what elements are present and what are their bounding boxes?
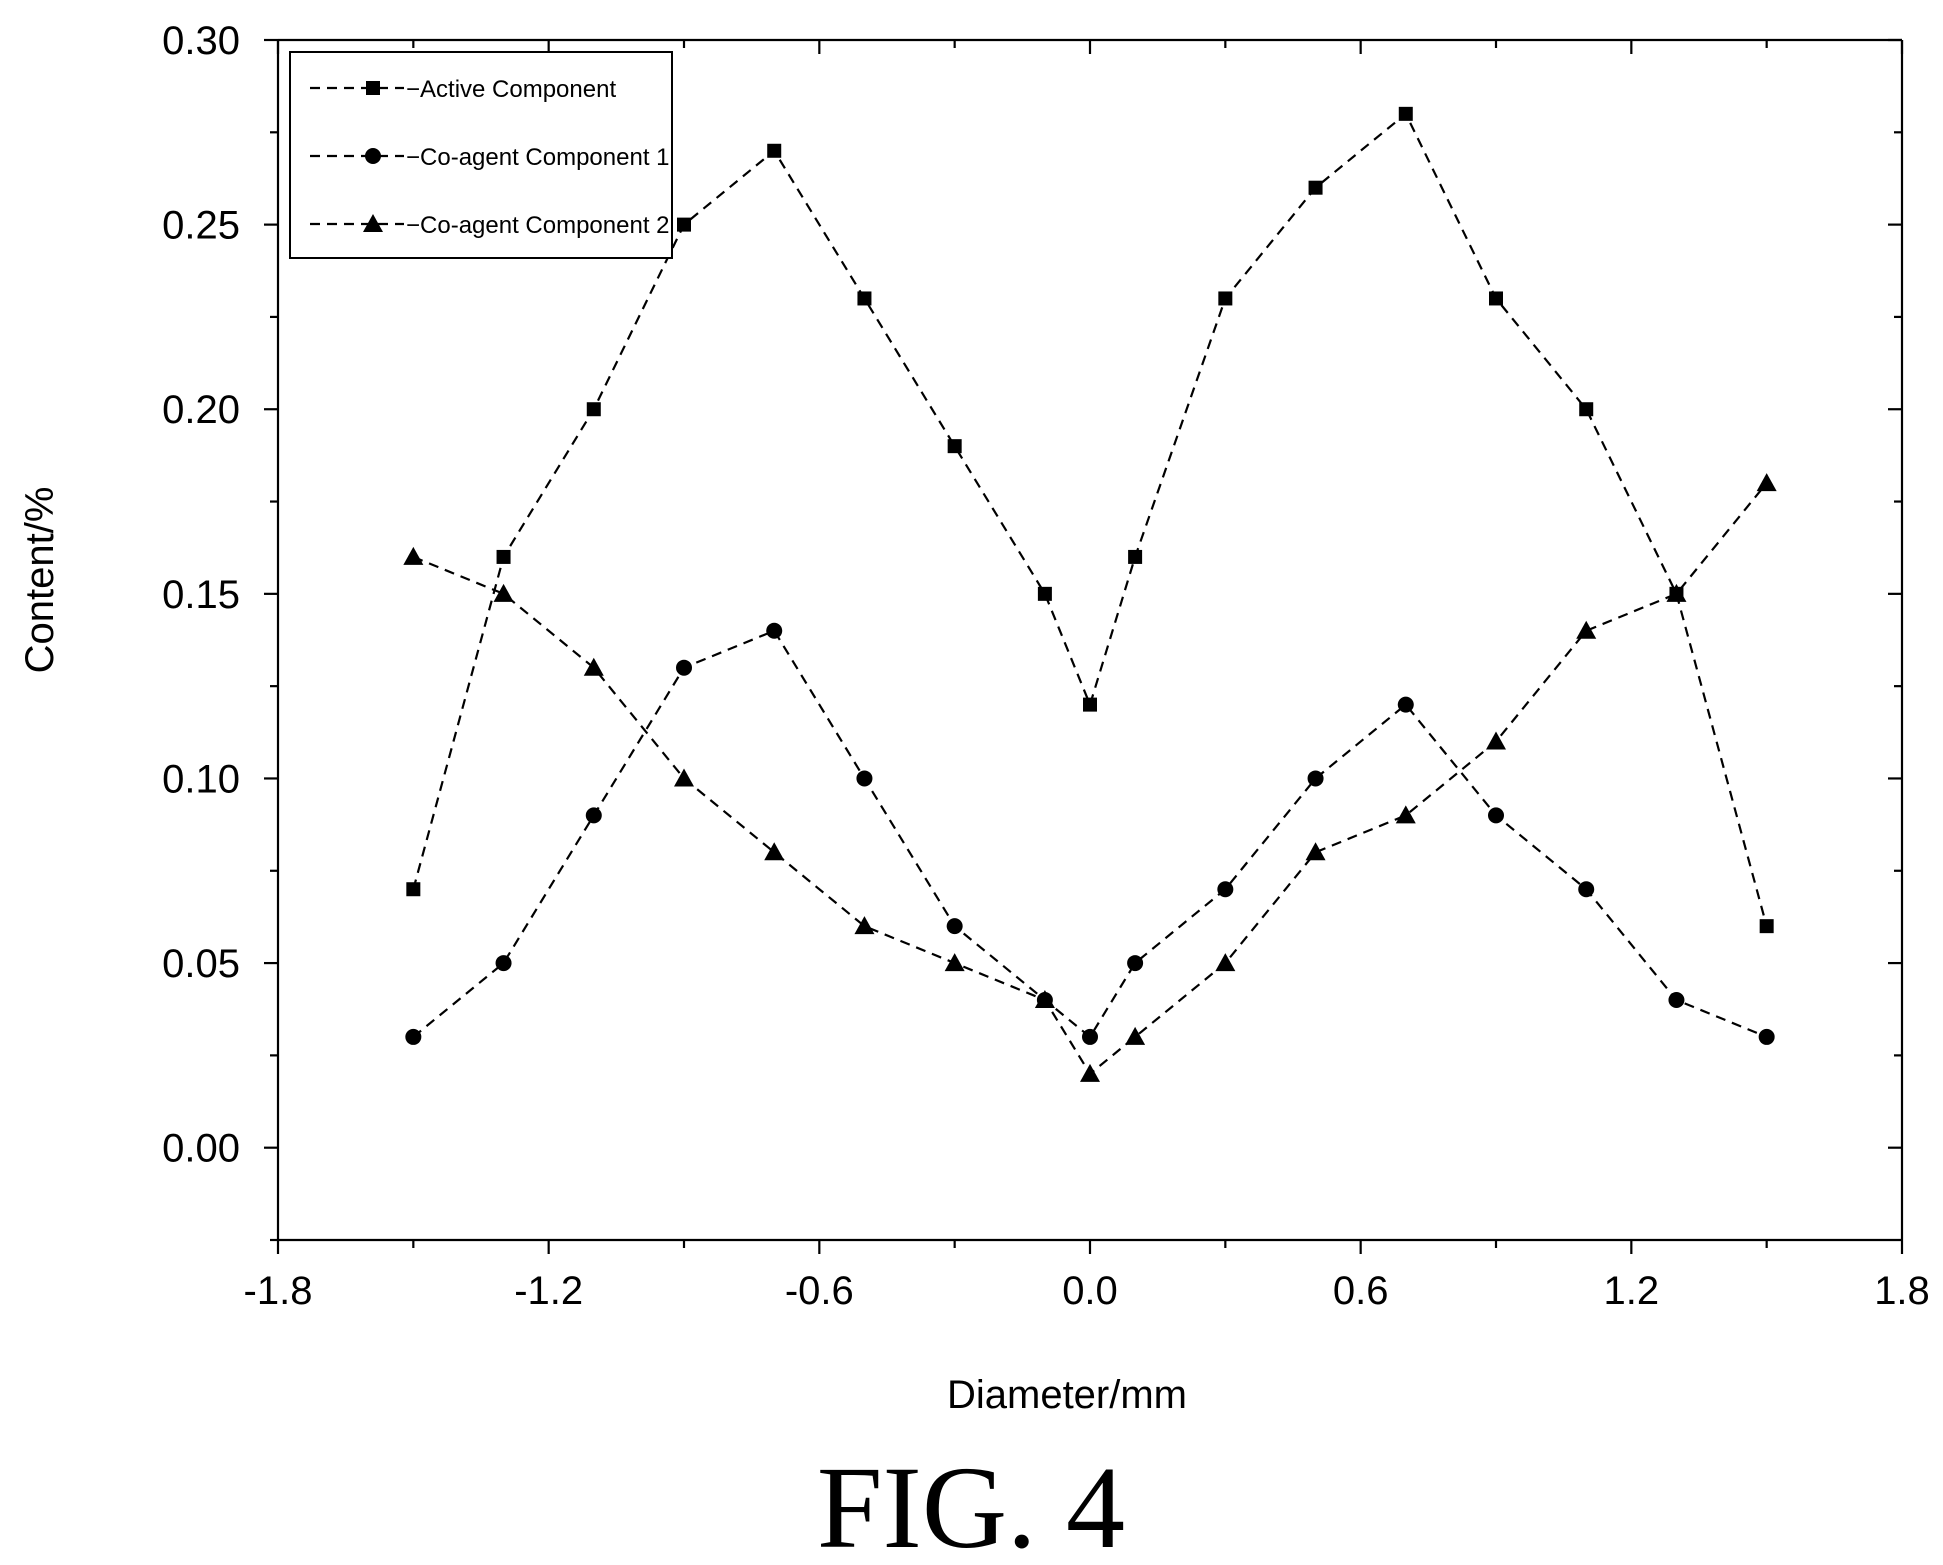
x-tick-label: 0.6 xyxy=(1333,1269,1389,1313)
data-point xyxy=(946,918,963,935)
series-2 xyxy=(405,622,1775,1045)
y-tick-label: 0.25 xyxy=(162,204,240,248)
data-point xyxy=(677,217,691,232)
x-tick-label: -1.8 xyxy=(244,1269,313,1313)
data-point xyxy=(854,916,875,935)
y-axis-title: Content/% xyxy=(18,487,62,674)
x-tick-label: -0.6 xyxy=(785,1269,854,1313)
data-point xyxy=(947,439,962,454)
data-point xyxy=(1125,1026,1146,1045)
data-point xyxy=(857,291,872,306)
legend-label: −Active Component xyxy=(406,76,616,103)
y-tick-label: 0.20 xyxy=(162,388,240,432)
data-point xyxy=(1307,770,1324,787)
legend-marker xyxy=(366,81,380,95)
data-point xyxy=(1489,291,1503,306)
data-point xyxy=(1397,696,1414,713)
series-line-2 xyxy=(412,629,1768,1039)
data-point xyxy=(1759,919,1774,934)
legend-item-3: −Co-agent Component 2 xyxy=(310,212,670,239)
data-point xyxy=(493,583,514,602)
data-point xyxy=(1215,953,1236,972)
data-point xyxy=(1217,881,1234,898)
x-axis-title: Diameter/mm xyxy=(947,1373,1187,1417)
y-tick-label: 0.05 xyxy=(162,942,240,986)
data-point xyxy=(1756,473,1777,492)
figure-caption: FIG. 4 xyxy=(817,1442,1125,1565)
data-point xyxy=(766,622,783,639)
data-point xyxy=(1127,955,1144,972)
data-point xyxy=(586,402,601,417)
data-point xyxy=(764,842,785,861)
legend-label: −Co-agent Component 1 xyxy=(406,144,670,171)
x-tick-label: -1.2 xyxy=(514,1269,583,1313)
data-point xyxy=(1578,881,1595,898)
data-point xyxy=(1576,620,1597,639)
data-point xyxy=(1037,586,1052,601)
data-point xyxy=(1305,842,1326,861)
legend: −Active Component −Co-agent Component 1 −C… xyxy=(289,51,673,259)
data-point xyxy=(405,1028,422,1045)
y-tick-label: 0.00 xyxy=(162,1127,240,1171)
data-point xyxy=(1666,583,1687,602)
data-point xyxy=(676,659,692,676)
y-tick-label: 0.10 xyxy=(162,757,240,801)
ticks xyxy=(264,38,1904,1254)
data-point xyxy=(1488,807,1504,824)
data-point xyxy=(1128,549,1143,564)
series-3 xyxy=(403,473,1777,1082)
data-point xyxy=(1579,402,1594,417)
data-point xyxy=(1080,1063,1100,1082)
legend-item-1: −Active Component xyxy=(310,76,616,103)
data-point xyxy=(1082,1028,1098,1045)
data-point xyxy=(1218,291,1233,306)
tick-labels: -1.8 -1.2 -0.6 0.0 0.6 1.2 1.8 0.00 0.05 0.10 0.15… xyxy=(162,19,1930,1313)
data-point xyxy=(495,955,512,972)
data-point xyxy=(496,549,511,564)
x-tick-label: 1.2 xyxy=(1604,1269,1660,1313)
legend-marker xyxy=(365,148,381,164)
legend-item-2: −Co-agent Component 1 xyxy=(310,144,670,171)
data-point xyxy=(856,770,873,787)
series-line-1 xyxy=(412,112,1768,927)
data-point xyxy=(1758,1028,1775,1045)
legend-marker xyxy=(363,214,383,232)
data-point xyxy=(1668,992,1685,1008)
data-point xyxy=(583,657,604,676)
data-point xyxy=(406,882,421,897)
legend-label: −Co-agent Component 2 xyxy=(406,212,670,239)
x-tick-label: 0.0 xyxy=(1062,1269,1118,1313)
data-point xyxy=(767,143,782,158)
data-point xyxy=(1395,805,1416,824)
data-point xyxy=(944,953,965,972)
series-layer xyxy=(403,106,1777,1082)
y-tick-label: 0.30 xyxy=(162,19,240,63)
data-point xyxy=(1398,106,1413,121)
data-point xyxy=(1083,697,1097,712)
data-point xyxy=(674,768,694,787)
data-point xyxy=(1308,180,1323,195)
x-tick-label: 1.8 xyxy=(1874,1269,1930,1313)
data-point xyxy=(1486,731,1506,750)
data-point xyxy=(585,807,602,824)
data-point xyxy=(403,546,424,565)
series-1 xyxy=(406,106,1774,934)
data-point xyxy=(1034,990,1055,1008)
y-tick-label: 0.15 xyxy=(162,573,240,617)
